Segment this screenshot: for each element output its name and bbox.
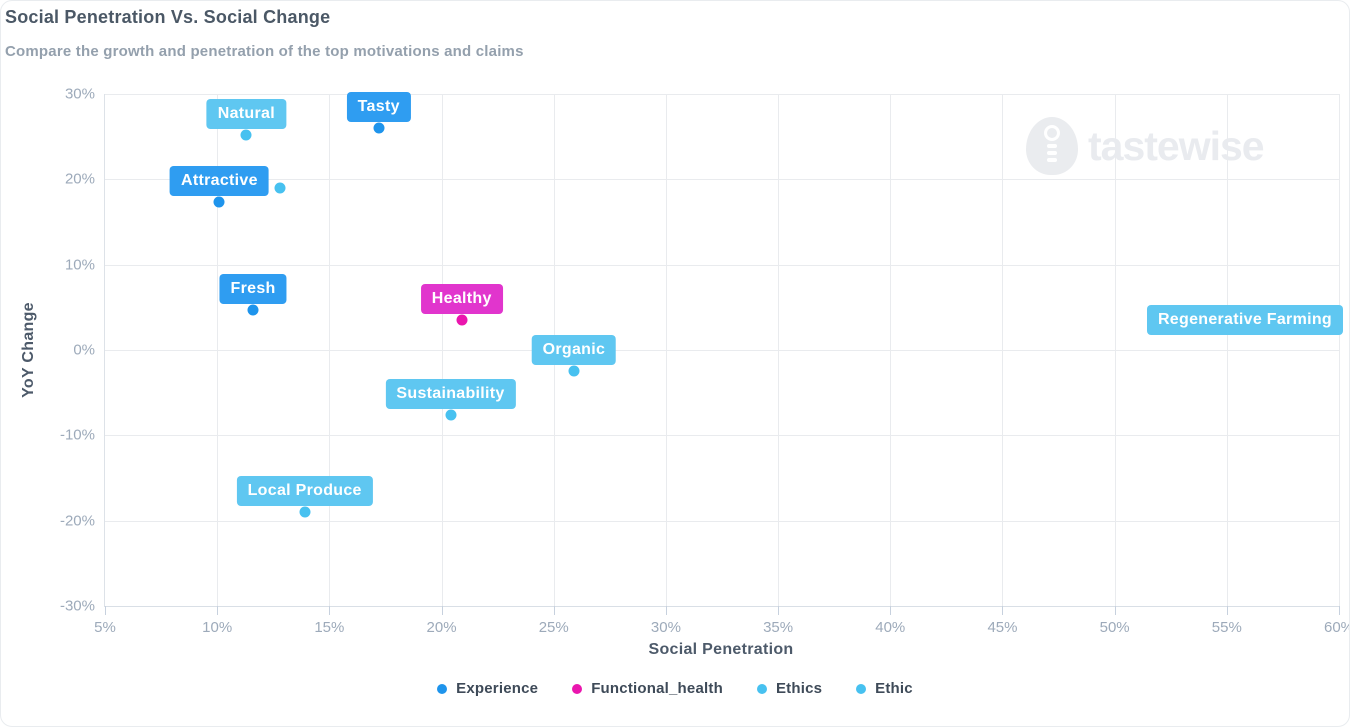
y-tick-label: -30% [59, 597, 95, 615]
plot-area: 30% 20% 10% 0% -10% -20% -30% 5% 10% 15% 20% 25% 30%… [60, 86, 1349, 637]
legend-item[interactable]: Ethic [856, 680, 913, 697]
data-point-dot[interactable] [247, 304, 259, 316]
tastewise-logo-icon [1026, 117, 1078, 175]
tastewise-brand-text: tastewise [1088, 122, 1265, 169]
v-gridline [665, 94, 667, 606]
data-point-dot[interactable] [274, 182, 286, 194]
data-point-label[interactable]: Tasty [346, 92, 411, 123]
x-tick-label: 5% [94, 619, 116, 636]
x-tick-label: 15% [314, 619, 345, 636]
y-tick-label: -20% [59, 512, 95, 530]
x-tick-mark [329, 606, 331, 615]
data-point-label[interactable]: Organic [531, 335, 617, 366]
y-tick-label: 10% [64, 256, 95, 274]
legend-dot-icon [756, 683, 767, 694]
legend-dot-icon [572, 683, 583, 694]
v-gridline [778, 94, 780, 606]
data-point-label[interactable]: Local Produce [236, 476, 373, 507]
x-tick-label: 45% [987, 619, 1018, 636]
v-gridline [890, 94, 892, 606]
x-tick-label: 50% [1099, 619, 1130, 636]
h-gridline [105, 179, 1339, 181]
v-gridline [1339, 94, 1340, 606]
x-tick-label: 30% [650, 619, 681, 636]
x-tick-label: 55% [1211, 619, 1242, 636]
h-gridline [105, 435, 1339, 437]
x-tick-mark [441, 606, 443, 615]
data-point-dot[interactable] [456, 314, 468, 326]
data-point-label[interactable]: Attractive [170, 166, 269, 197]
v-gridline [1226, 94, 1228, 606]
x-tick-mark [553, 606, 555, 615]
data-point-label[interactable]: Natural [206, 98, 286, 129]
chart-legend: Experience Functional_health Ethics Ethic [1, 680, 1349, 697]
v-gridline [329, 94, 331, 606]
x-tick-label: 40% [875, 619, 906, 636]
data-point-label[interactable]: Sustainability [385, 378, 516, 409]
v-gridline [1114, 94, 1116, 606]
legend-dot-icon [856, 683, 867, 694]
legend-label: Functional_health [591, 680, 723, 697]
x-tick-mark [1339, 606, 1340, 615]
h-gridline [105, 94, 1339, 95]
x-tick-label: 35% [763, 619, 794, 636]
data-point-dot[interactable] [213, 196, 225, 208]
legend-item[interactable]: Ethics [756, 680, 823, 697]
h-gridline [105, 264, 1339, 266]
legend-label: Experience [456, 680, 539, 697]
tastewise-watermark: tastewise [1026, 117, 1265, 175]
v-gridline [441, 94, 443, 606]
x-tick-mark [665, 606, 667, 615]
y-tick-label: 30% [64, 85, 95, 103]
x-tick-mark [778, 606, 780, 615]
legend-item[interactable]: Functional_health [572, 680, 723, 697]
legend-label: Ethics [775, 680, 823, 697]
data-point-dot[interactable] [240, 129, 252, 141]
x-tick-mark [105, 606, 106, 615]
x-tick-label: 25% [538, 619, 569, 636]
x-tick-mark [217, 606, 219, 615]
y-axis-title: YoY Change [20, 302, 37, 398]
x-tick-mark [1114, 606, 1116, 615]
data-point-dot[interactable] [373, 122, 385, 134]
x-tick-label: 10% [202, 619, 233, 636]
data-point-dot[interactable] [445, 409, 457, 421]
legend-label: Ethic [875, 680, 913, 697]
v-gridline [217, 94, 219, 606]
page-subtitle: Compare the growth and penetration of th… [5, 43, 524, 60]
data-point-dot[interactable] [299, 506, 311, 518]
x-tick-mark [1226, 606, 1228, 615]
h-gridline [105, 520, 1339, 522]
x-tick-label: 60% [1323, 619, 1349, 636]
v-gridline [1002, 94, 1004, 606]
y-tick-label: 0% [73, 341, 95, 359]
h-gridline [105, 350, 1339, 351]
data-point-label[interactable]: Fresh [219, 273, 287, 304]
legend-item[interactable]: Experience [437, 680, 538, 697]
y-tick-label: -10% [59, 426, 95, 444]
x-axis-title: Social Penetration [648, 641, 794, 658]
x-tick-label: 20% [426, 619, 457, 636]
y-tick-label: 20% [64, 170, 95, 188]
data-point-dot[interactable] [568, 365, 580, 377]
legend-dot-icon [437, 683, 448, 694]
x-tick-mark [1002, 606, 1004, 615]
data-point-label[interactable]: Regenerative Farming [1146, 305, 1343, 336]
page-title: Social Penetration Vs. Social Change [5, 7, 331, 27]
x-tick-mark [890, 606, 892, 615]
data-point-label[interactable]: Healthy [420, 284, 503, 315]
